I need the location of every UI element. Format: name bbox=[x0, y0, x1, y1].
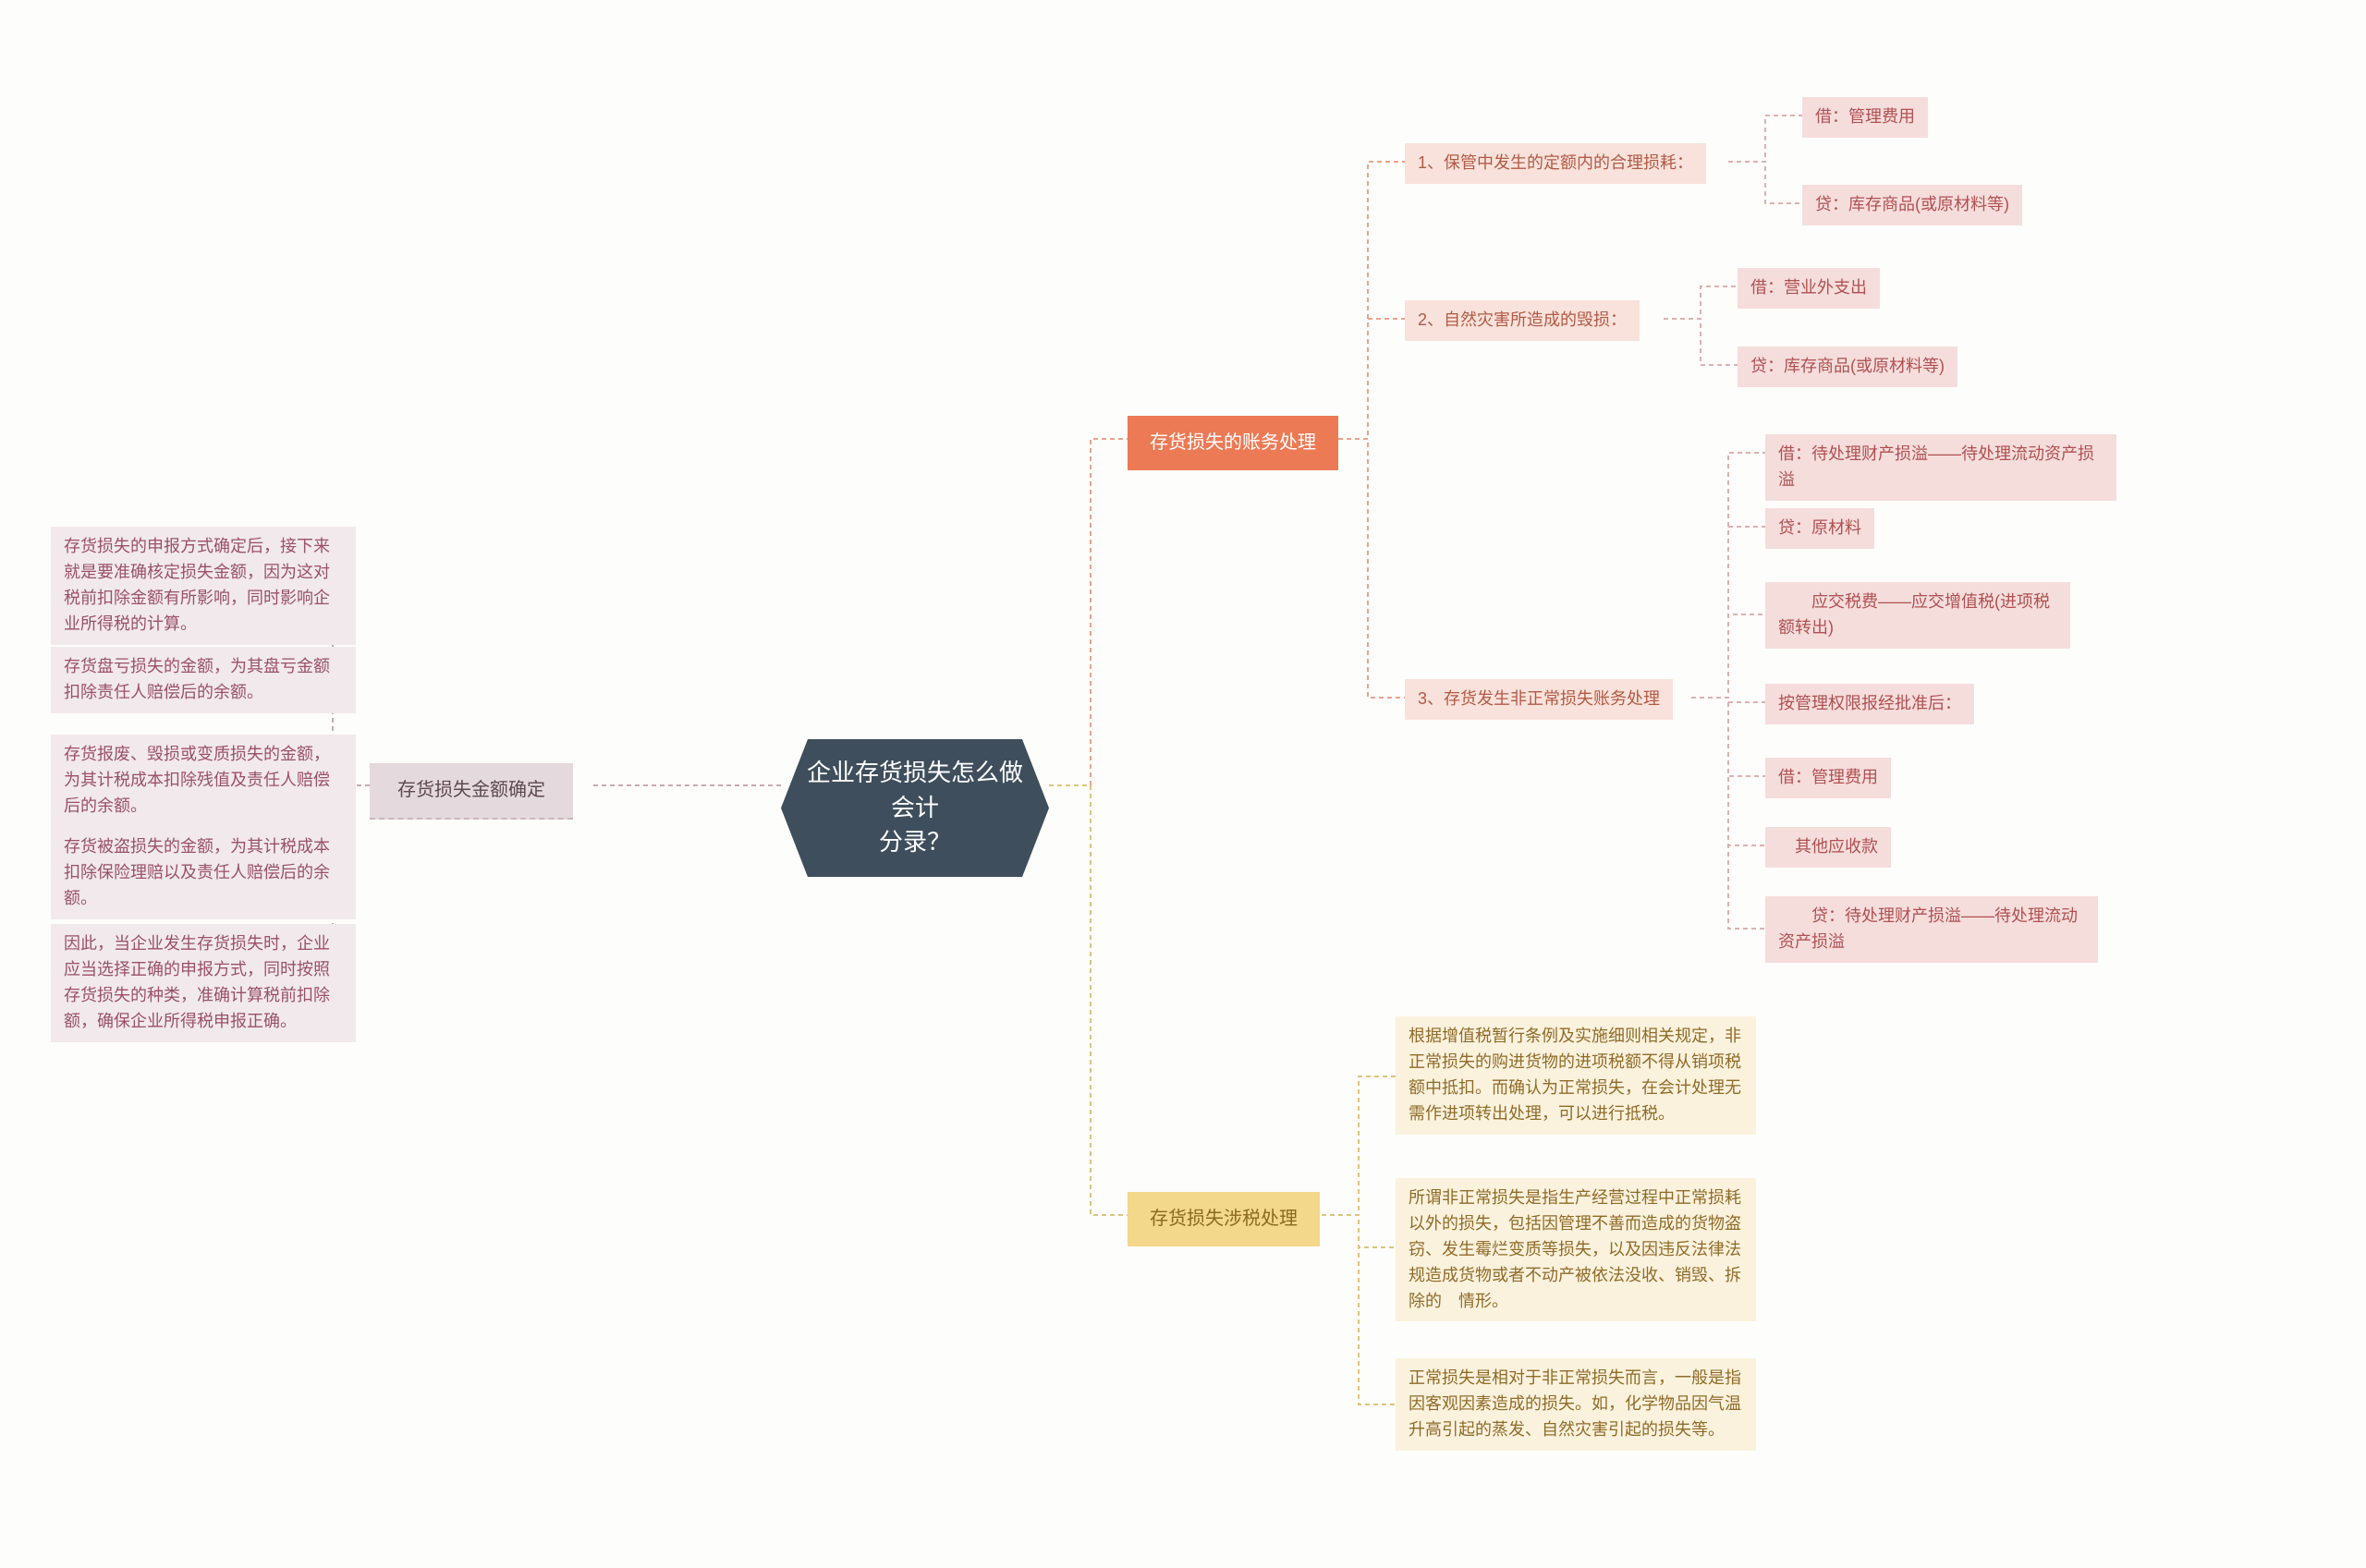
root-node: 企业存货损失怎么做会计 分录？ bbox=[781, 739, 1049, 877]
left-item-3-text: 存货被盗损失的金额，为其计税成本扣除保险理赔以及责任人赔偿后的余额。 bbox=[64, 837, 330, 907]
left-item-0: 存货损失的申报方式确定后，接下来就是要准确核定损失金额，因为这对税前扣除金额有所… bbox=[51, 527, 356, 645]
group1-item-1-text: 贷：库存商品(或原材料等) bbox=[1815, 195, 2009, 213]
left-item-4: 因此，当企业发生存货损失时，企业应当选择正确的申报方式，同时按照存货损失的种类，… bbox=[51, 924, 356, 1042]
group2-label: 2、自然灾害所造成的毁损： bbox=[1405, 300, 1640, 341]
group2-label-text: 2、自然灾害所造成的毁损： bbox=[1418, 310, 1627, 329]
group3-item-1: 贷：原材料 bbox=[1765, 508, 1874, 549]
group3-item-5-text: 其他应收款 bbox=[1778, 837, 1878, 856]
group2-item-1-text: 贷：库存商品(或原材料等) bbox=[1750, 357, 1945, 375]
group2-item-1: 贷：库存商品(或原材料等) bbox=[1738, 346, 1957, 387]
right-top-title-text: 存货损失的账务处理 bbox=[1150, 432, 1316, 453]
group1-item-0: 借：管理费用 bbox=[1802, 97, 1928, 138]
bottom-item-2-text: 正常损失是相对于非正常损失而言，一般是指因客观因素造成的损失。如，化学物品因气温… bbox=[1409, 1368, 1741, 1439]
left-item-2-text: 存货报废、毁损或变质损失的金额，为其计税成本扣除残值及责任人赔偿后的余额。 bbox=[64, 745, 330, 815]
left-item-4-text: 因此，当企业发生存货损失时，企业应当选择正确的申报方式，同时按照存货损失的种类，… bbox=[64, 934, 330, 1030]
left-item-3: 存货被盗损失的金额，为其计税成本扣除保险理赔以及责任人赔偿后的余额。 bbox=[51, 827, 356, 919]
left-item-1-text: 存货盘亏损失的金额，为其盘亏金额扣除责任人赔偿后的余额。 bbox=[64, 657, 330, 701]
left-title-text: 存货损失金额确定 bbox=[397, 780, 545, 800]
bottom-item-0-text: 根据增值税暂行条例及实施细则相关规定，非正常损失的购进货物的进项税额不得从销项税… bbox=[1409, 1027, 1741, 1123]
bottom-item-2: 正常损失是相对于非正常损失而言，一般是指因客观因素造成的损失。如，化学物品因气温… bbox=[1396, 1358, 1756, 1451]
group3-item-4-text: 借：管理费用 bbox=[1778, 768, 1878, 786]
right-bottom-title: 存货损失涉税处理 bbox=[1128, 1192, 1320, 1246]
group3-label: 3、存货发生非正常损失账务处理 bbox=[1405, 679, 1673, 720]
group3-item-3: 按管理权限报经批准后： bbox=[1765, 684, 1974, 724]
left-item-2: 存货报废、毁损或变质损失的金额，为其计税成本扣除残值及责任人赔偿后的余额。 bbox=[51, 735, 356, 827]
group3-item-4: 借：管理费用 bbox=[1765, 758, 1891, 798]
right-top-title: 存货损失的账务处理 bbox=[1128, 416, 1338, 470]
group3-item-0-text: 借：待处理财产损溢——待处理流动资产损溢 bbox=[1778, 444, 2094, 489]
group2-item-0: 借：营业外支出 bbox=[1738, 268, 1880, 309]
left-item-0-text: 存货损失的申报方式确定后，接下来就是要准确核定损失金额，因为这对税前扣除金额有所… bbox=[64, 537, 330, 633]
bottom-item-0: 根据增值税暂行条例及实施细则相关规定，非正常损失的购进货物的进项税额不得从销项税… bbox=[1396, 1016, 1756, 1135]
left-title: 存货损失金额确定 bbox=[370, 763, 573, 820]
group3-item-2-text: 应交税费——应交增值税(进项税额转出) bbox=[1778, 592, 2050, 637]
bottom-item-1: 所谓非正常损失是指生产经营过程中正常损耗以外的损失，包括因管理不善而造成的货物盗… bbox=[1396, 1178, 1756, 1321]
group3-item-6-text: 贷：待处理财产损溢——待处理流动资产损溢 bbox=[1778, 906, 2078, 951]
group2-item-0-text: 借：营业外支出 bbox=[1750, 278, 1867, 297]
left-item-1: 存货盘亏损失的金额，为其盘亏金额扣除责任人赔偿后的余额。 bbox=[51, 647, 356, 713]
group3-item-3-text: 按管理权限报经批准后： bbox=[1778, 694, 1961, 712]
group1-item-1: 贷：库存商品(或原材料等) bbox=[1802, 185, 2022, 225]
group3-item-2: 应交税费——应交增值税(进项税额转出) bbox=[1765, 582, 2070, 649]
bottom-item-1-text: 所谓非正常损失是指生产经营过程中正常损耗以外的损失，包括因管理不善而造成的货物盗… bbox=[1409, 1188, 1741, 1310]
group3-item-0: 借：待处理财产损溢——待处理流动资产损溢 bbox=[1765, 434, 2116, 501]
root-text: 企业存货损失怎么做会计 分录？ bbox=[807, 759, 1023, 856]
group3-item-5: 其他应收款 bbox=[1765, 827, 1891, 868]
group1-item-0-text: 借：管理费用 bbox=[1815, 107, 1915, 126]
right-bottom-title-text: 存货损失涉税处理 bbox=[1150, 1209, 1298, 1229]
group1-label: 1、保管中发生的定额内的合理损耗： bbox=[1405, 143, 1706, 184]
group3-item-6: 贷：待处理财产损溢——待处理流动资产损溢 bbox=[1765, 896, 2098, 963]
group3-label-text: 3、存货发生非正常损失账务处理 bbox=[1418, 689, 1660, 708]
group1-label-text: 1、保管中发生的定额内的合理损耗： bbox=[1418, 153, 1693, 172]
group3-item-1-text: 贷：原材料 bbox=[1778, 518, 1861, 537]
